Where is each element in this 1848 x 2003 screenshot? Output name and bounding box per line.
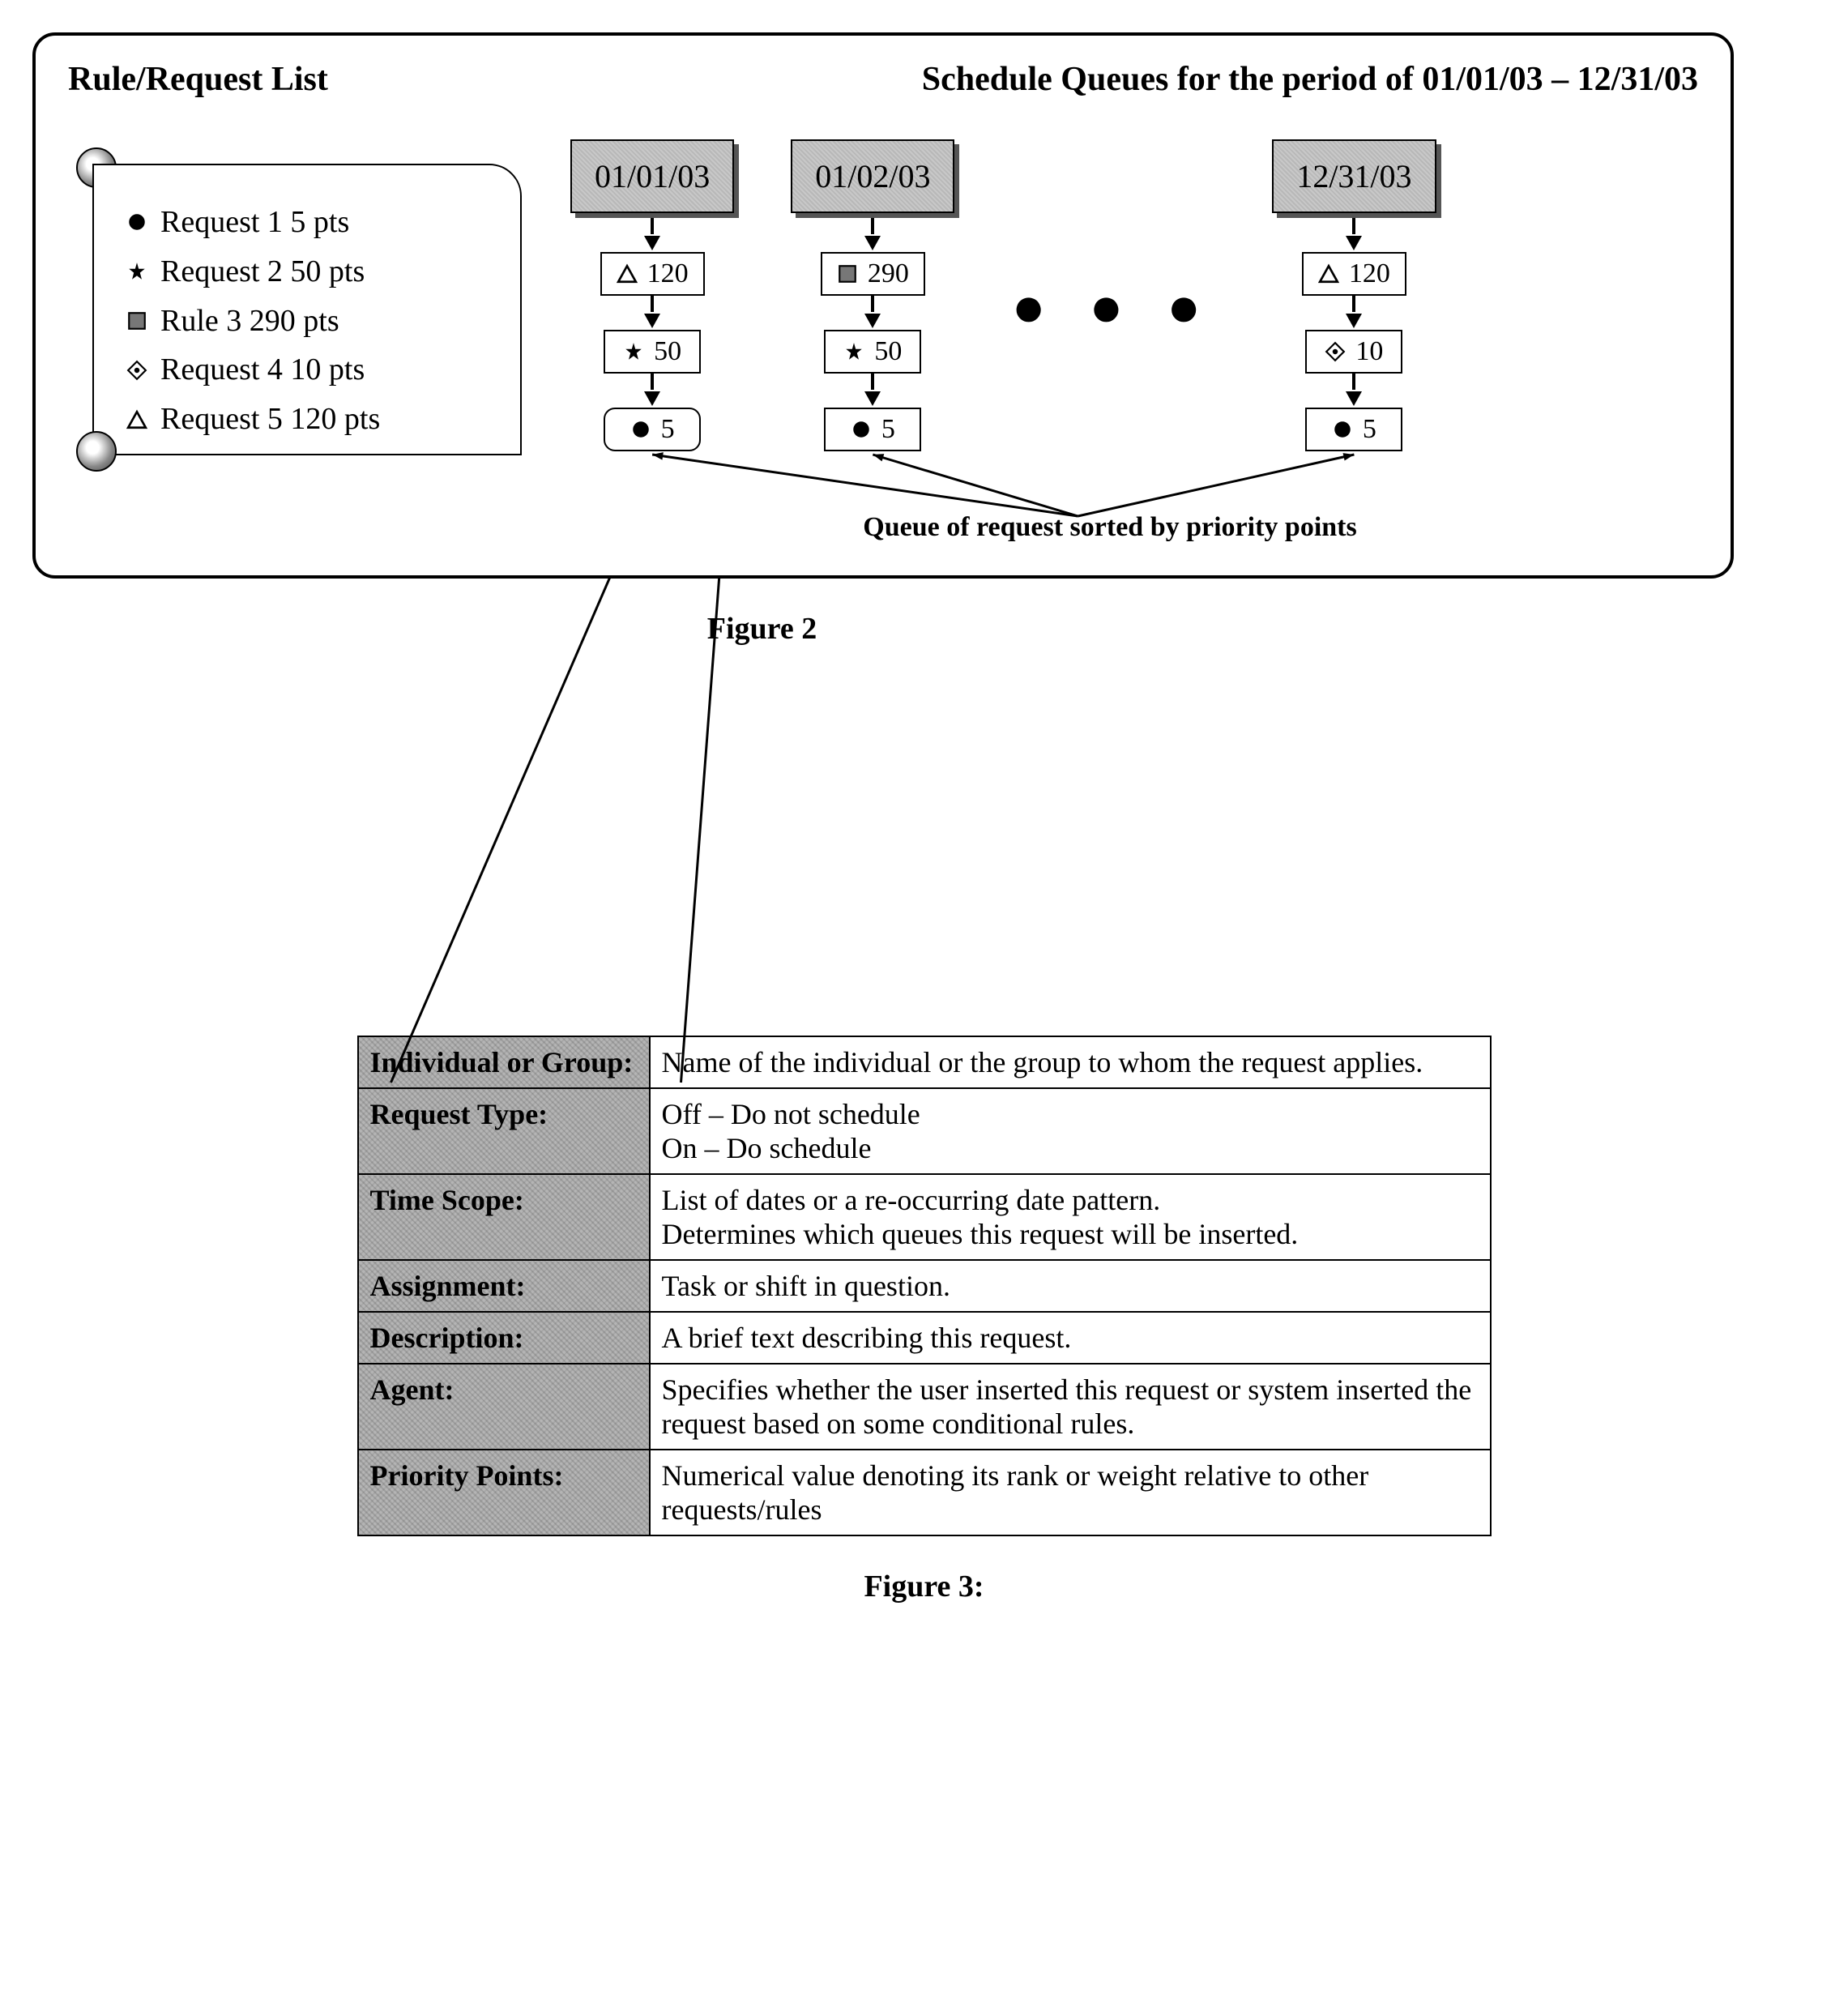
star-icon [126,261,147,282]
row-desc: Name of the individual or the group to w… [650,1036,1491,1088]
queue-item: 50 [824,330,921,374]
row-label: Request Type: [358,1088,650,1174]
list-item-text: Request 5 120 pts [160,395,380,444]
date-box: 12/31/03 [1272,139,1436,213]
table-row: Assignment:Task or shift in question. [358,1260,1491,1312]
row-desc: Task or shift in question. [650,1260,1491,1312]
row-desc: Off – Do not scheduleOn – Do schedule [650,1088,1491,1174]
list-item-text: Request 2 50 pts [160,247,365,297]
queue-item: 50 [604,330,701,374]
queue-item: 5 [604,408,701,451]
ellipsis-icon: ● ● ● [1011,275,1215,340]
queue-value: 120 [647,258,689,289]
date-box: 01/02/03 [791,139,954,213]
queue-column: 01/02/03 290 50 5 [791,139,954,451]
queue-value: 5 [661,414,675,445]
circle-icon [630,419,651,440]
row-desc: Numerical value denoting its rank or wei… [650,1450,1491,1535]
row-label: Agent: [358,1364,650,1450]
scroll-paper: Request 1 5 ptsRequest 2 50 ptsRule 3 29… [92,164,522,455]
scroll-curl-icon [76,431,117,472]
triangle-icon [1318,263,1339,284]
diamond-icon [126,360,147,381]
circle-icon [1332,419,1353,440]
queue-value: 10 [1355,336,1383,367]
queue-item: 120 [1302,252,1406,296]
queue-value: 50 [654,336,681,367]
square-icon [837,263,858,284]
panel-title-right: Schedule Queues for the period of 01/01/… [922,60,1698,99]
list-item-text: Request 1 5 pts [160,198,349,247]
queue-item: 290 [821,252,925,296]
table-row: Request Type:Off – Do not scheduleOn – D… [358,1088,1491,1174]
row-label: Time Scope: [358,1174,650,1260]
connector-lines [570,139,1698,549]
triangle-icon [126,409,147,430]
queue-caption: Queue of request sorted by priority poin… [522,512,1698,543]
queue-columns: 01/01/03 120 50 5 01/02/03 290 50 5 ● ● ● 12/31/0… [570,139,1698,451]
list-item: Request 2 50 pts [126,247,496,297]
list-item: Request 1 5 pts [126,198,496,247]
queue-item: 5 [824,408,921,451]
triangle-icon [617,263,638,284]
queue-value: 50 [874,336,902,367]
queue-item: 120 [600,252,705,296]
list-item-text: Rule 3 290 pts [160,297,339,346]
row-desc: List of dates or a re-occurring date pat… [650,1174,1491,1260]
date-box: 01/01/03 [570,139,734,213]
queue-value: 120 [1349,258,1390,289]
row-label: Individual or Group: [358,1036,650,1088]
row-label: Priority Points: [358,1450,650,1535]
panel-header: Rule/Request List Schedule Queues for th… [68,60,1698,99]
table-row: Time Scope:List of dates or a re-occurri… [358,1174,1491,1260]
diamond-icon [1325,341,1346,362]
queue-item: 10 [1305,330,1402,374]
square-icon [126,310,147,331]
list-item: Rule 3 290 pts [126,297,496,346]
table-row: Individual or Group:Name of the individu… [358,1036,1491,1088]
figure-3-label: Figure 3: [32,1569,1816,1604]
queue-column: 01/01/03 120 50 5 [570,139,734,451]
scroll-list: Request 1 5 ptsRequest 2 50 ptsRule 3 29… [126,198,496,444]
queue-item: 5 [1305,408,1402,451]
figure-2-label: Figure 2 [0,611,1816,647]
circle-icon [126,211,147,233]
row-label: Assignment: [358,1260,650,1312]
row-label: Description: [358,1312,650,1364]
star-icon [623,341,644,362]
queue-column: 12/31/03 120 10 5 [1272,139,1436,451]
row-desc: Specifies whether the user inserted this… [650,1364,1491,1450]
figure-2-panel: Rule/Request List Schedule Queues for th… [32,32,1734,579]
queue-value: 5 [1363,414,1376,445]
circle-icon [851,419,872,440]
rule-request-scroll: Request 1 5 ptsRequest 2 50 ptsRule 3 29… [68,139,522,480]
row-desc: A brief text describing this request. [650,1312,1491,1364]
list-item-text: Request 4 10 pts [160,345,365,395]
table-row: Priority Points:Numerical value denoting… [358,1450,1491,1535]
table-row: Agent:Specifies whether the user inserte… [358,1364,1491,1450]
list-item: Request 4 10 pts [126,345,496,395]
request-detail-table: Individual or Group:Name of the individu… [357,1036,1492,1536]
star-icon [843,341,864,362]
table-row: Description:A brief text describing this… [358,1312,1491,1364]
queue-value: 290 [868,258,909,289]
list-item: Request 5 120 pts [126,395,496,444]
panel-title-left: Rule/Request List [68,60,328,99]
queue-value: 5 [881,414,895,445]
